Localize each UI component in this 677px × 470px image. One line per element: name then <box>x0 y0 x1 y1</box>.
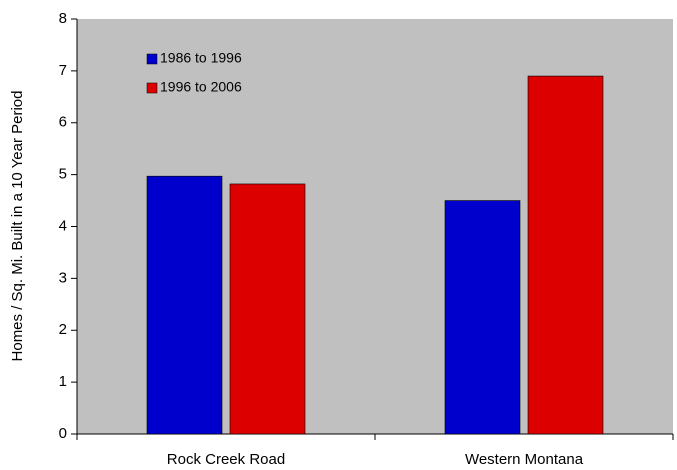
bar <box>527 75 604 435</box>
y-tick-label: 1 <box>59 373 67 390</box>
y-tick-label: 5 <box>59 166 67 183</box>
y-axis-label: Homes / Sq. Mi. Built in a 10 Year Perio… <box>9 91 26 362</box>
y-tick-label: 8 <box>59 10 67 27</box>
bar <box>146 175 223 435</box>
legend-swatch <box>146 53 158 65</box>
y-tick-label: 6 <box>59 114 67 131</box>
legend-label: 1986 to 1996 <box>160 50 242 66</box>
bar <box>444 200 521 435</box>
x-tick-label: Western Montana <box>465 451 584 468</box>
y-tick-label: 4 <box>59 217 67 234</box>
x-tick-label: Rock Creek Road <box>167 451 285 468</box>
bar <box>229 183 306 435</box>
y-tick-label: 3 <box>59 269 67 286</box>
y-tick-label: 7 <box>59 62 67 79</box>
legend-swatch <box>146 82 158 94</box>
legend-label: 1996 to 2006 <box>160 79 242 95</box>
y-tick-label: 0 <box>59 425 67 442</box>
y-tick-label: 2 <box>59 321 67 338</box>
